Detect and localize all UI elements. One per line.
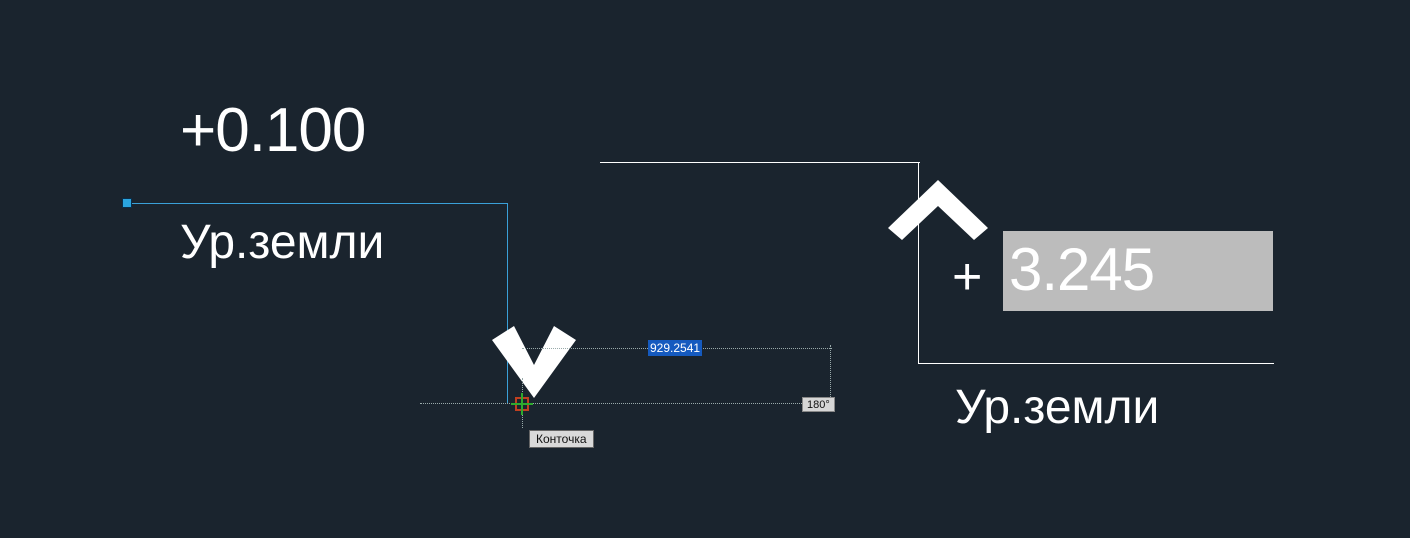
right-ground-label: Ур.земли [955,380,1159,435]
right-leader-horizontal [600,162,920,163]
left-ground-label: Ур.земли [180,215,384,270]
tracking-line-h [420,403,830,404]
left-leader-horizontal [127,203,507,204]
right-arrow-up-icon [878,170,998,245]
tracking-line-v [830,345,831,405]
osnap-cross-icon [513,395,531,413]
dynamic-angle-readout: 180° [802,397,835,412]
left-arrow-down-icon [474,310,594,410]
dynamic-distance-input[interactable]: 929.2541 [648,340,702,356]
left-elevation-value: +0.100 [180,95,365,166]
cad-canvas[interactable]: +0.100 Ур.земли 929.2541 180° Конточка +… [0,0,1410,538]
right-elevation-plus: + [952,247,982,307]
grip-endpoint[interactable] [122,198,132,208]
osnap-tooltip: Конточка [529,430,594,448]
right-ground-line [918,363,1274,364]
right-elevation-edit-input[interactable]: 3.245 [1003,231,1273,311]
